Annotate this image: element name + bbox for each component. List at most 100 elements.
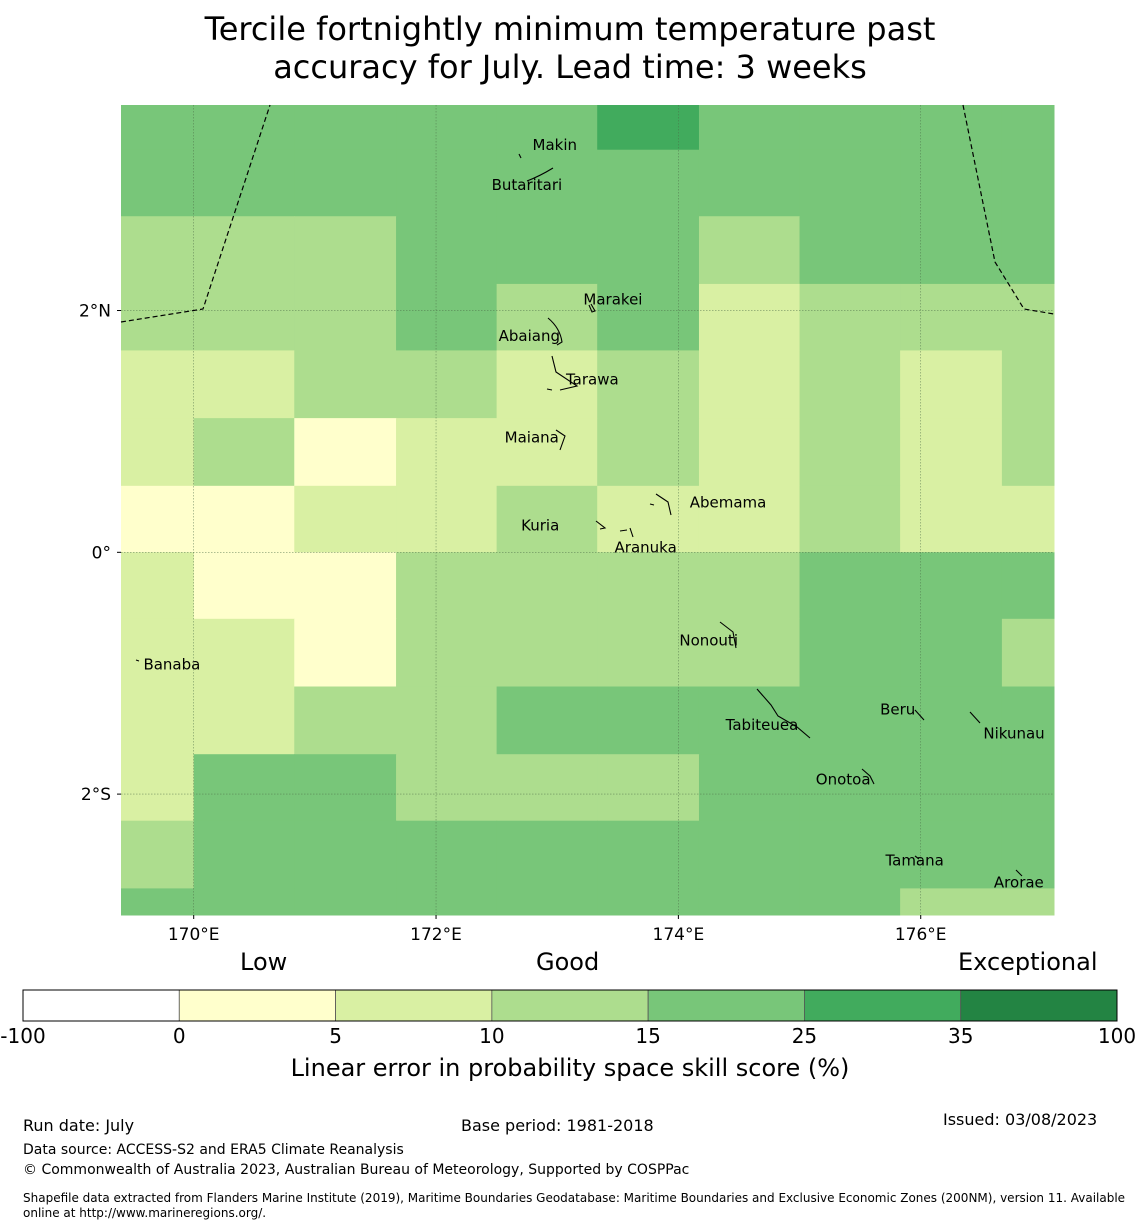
- island-outline: [719, 621, 737, 649]
- grid-cell: [1001, 216, 1055, 285]
- colorbar-segment: [22, 989, 180, 1022]
- place-label: Aranuka: [615, 538, 677, 556]
- grid-cell: [496, 552, 598, 620]
- grid-cell: [597, 149, 700, 217]
- grid-cell: [396, 149, 498, 217]
- grid-cell: [496, 485, 598, 553]
- island-outline: [756, 688, 811, 739]
- grid-cell: [396, 820, 498, 889]
- copyright: © Commonwealth of Australia 2023, Austra…: [23, 1162, 690, 1178]
- grid-cell: [496, 216, 598, 285]
- lon-tick-label: 172°E: [410, 925, 462, 945]
- grid-cell: [597, 552, 700, 620]
- grid-cell: [193, 888, 295, 916]
- place-label: Marakei: [583, 291, 642, 309]
- grid-cell: [1001, 418, 1055, 487]
- colorbar-segment: [335, 989, 493, 1022]
- colorbar-segment: [804, 989, 962, 1022]
- base-period: Base period: 1981-2018: [461, 1116, 654, 1135]
- island-outline: [546, 355, 579, 391]
- grid-cell: [193, 618, 295, 688]
- grid-cell: [698, 618, 801, 688]
- grid-cell: [799, 754, 901, 822]
- grid-cell: [900, 105, 1003, 151]
- grid-cell: [193, 552, 295, 620]
- lon-tick-label: 174°E: [653, 925, 705, 945]
- colorbar-tick-label: 0: [172, 1024, 186, 1048]
- grid-cell: [1001, 618, 1055, 688]
- grid-cell: [1001, 686, 1055, 755]
- grid-cell: [799, 888, 901, 916]
- place-label: Beru: [880, 700, 915, 718]
- grid-cell: [193, 686, 295, 755]
- grid-cell: [597, 485, 700, 553]
- place-label: Abaiang: [499, 327, 560, 345]
- grid-cell: [1001, 485, 1055, 553]
- place-label: Tarawa: [565, 370, 619, 388]
- colorbar-tick-label: 100: [1097, 1024, 1137, 1048]
- grid-cell: [799, 618, 901, 688]
- grid-cell: [698, 552, 801, 620]
- grid-cell: [193, 820, 295, 889]
- grid-cell: [121, 754, 195, 822]
- place-label: Onotoa: [816, 771, 871, 789]
- grid-cell: [799, 485, 901, 553]
- grid-cell: [900, 888, 1003, 916]
- grid-cell: [121, 105, 195, 151]
- grid-cell: [698, 216, 801, 285]
- grid-cell: [597, 754, 700, 822]
- grid-cell: [294, 820, 397, 889]
- colorbar-label: Linear error in probability space skill …: [290, 1054, 850, 1082]
- grid-cell: [1001, 283, 1055, 351]
- grid-cell: [799, 418, 901, 487]
- island-outline: [1015, 869, 1023, 877]
- grid-cell: [121, 350, 195, 419]
- grid-cell: [121, 216, 195, 285]
- grid-cell: [698, 105, 801, 151]
- place-label: Arorae: [994, 873, 1044, 891]
- grid-cell: [294, 552, 397, 620]
- grid-cell: [396, 888, 498, 916]
- island-outline: [914, 709, 925, 721]
- grid-cell: [496, 820, 598, 889]
- grid-cell: [496, 105, 598, 151]
- colorbar-segment: [647, 989, 805, 1022]
- island-outline: [595, 520, 634, 538]
- colorbar-tick-label: 35: [947, 1024, 974, 1048]
- island-outline: [555, 429, 566, 451]
- island-outline: [518, 153, 522, 159]
- grid-cell: [496, 888, 598, 916]
- grid-cell: [698, 888, 801, 916]
- colorbar-frame: [22, 989, 1118, 1022]
- graticule: [121, 105, 1054, 915]
- grid-cell: [597, 820, 700, 889]
- lat-tick-label: 2°N: [79, 302, 111, 322]
- island-outline: [588, 303, 596, 313]
- grid-cell: [799, 350, 901, 419]
- place-label: Butaritari: [492, 176, 563, 194]
- grid-cell: [900, 149, 1003, 217]
- grid-cell: [900, 552, 1003, 620]
- island-outline: [914, 855, 920, 860]
- grid-cell: [193, 485, 295, 553]
- title-line-1: Tercile fortnightly minimum temperature …: [204, 10, 936, 48]
- grid-cell: [121, 618, 195, 688]
- grid-cell: [294, 888, 397, 916]
- island-outline: [547, 317, 563, 346]
- title-line-2: accuracy for July. Lead time: 3 weeks: [273, 48, 867, 86]
- island-outline: [861, 768, 875, 785]
- grid-cell: [496, 418, 598, 487]
- island-outline: [969, 711, 981, 724]
- grid-cell: [396, 216, 498, 285]
- grid-cell: [900, 686, 1003, 755]
- axis-ticks: 170°E 172°E 174°E 176°E 2°N 0° 2°S: [79, 302, 947, 945]
- grid-cell: [396, 418, 498, 487]
- grid-cell: [294, 105, 397, 151]
- grid-cell: [900, 820, 1003, 889]
- place-label: Tamana: [884, 852, 943, 870]
- lon-tick-label: 176°E: [895, 925, 947, 945]
- grid-cell: [799, 216, 901, 285]
- grid-cell: [698, 149, 801, 217]
- grid-cell: [597, 888, 700, 916]
- grid-cell: [121, 552, 195, 620]
